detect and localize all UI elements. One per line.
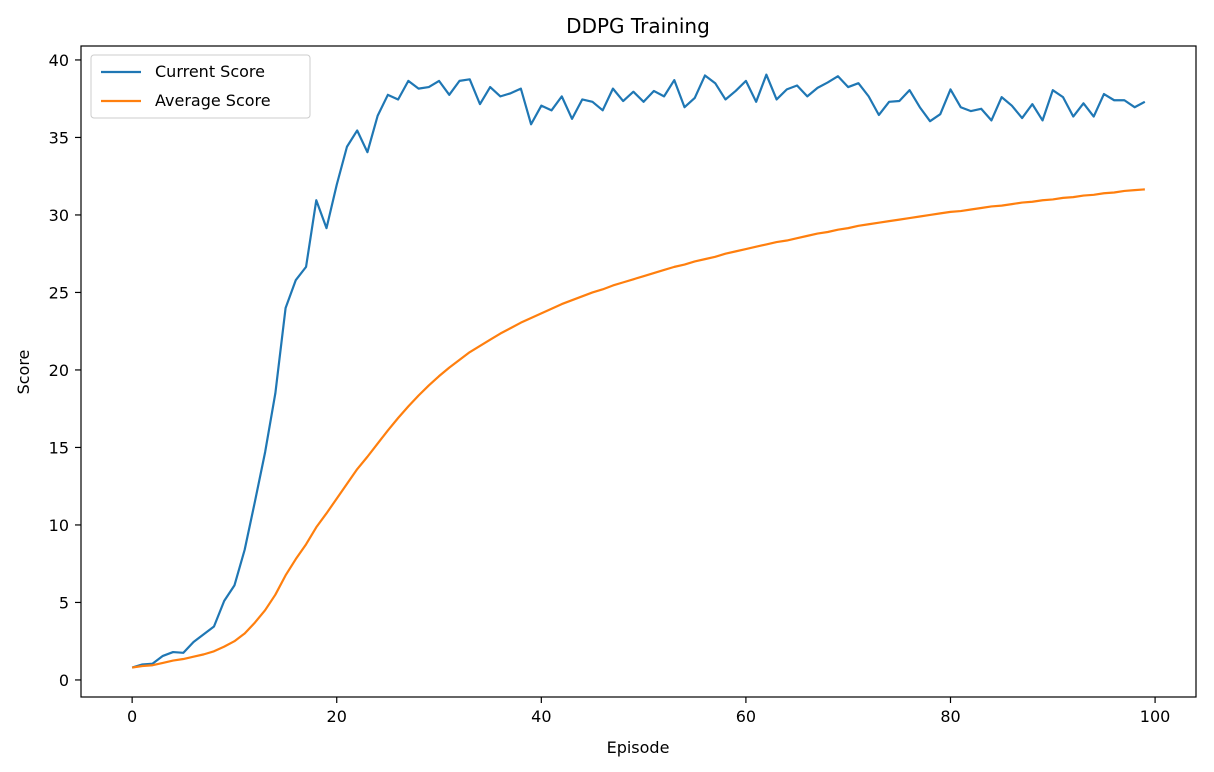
legend-label-average-score: Average Score [155, 91, 271, 110]
axes-layer: 0 20 40 60 80 100 0 5 10 15 20 25 30 35 40 [49, 51, 1171, 726]
y-tick-label: 20 [49, 361, 69, 380]
legend-label-current-score: Current Score [155, 62, 265, 81]
x-tick-label: 20 [327, 707, 347, 726]
x-tick-label: 0 [127, 707, 137, 726]
series-line-average-score [131, 188, 1145, 669]
y-tick-label: 0 [59, 671, 69, 690]
legend: Current Score Average Score [90, 54, 311, 119]
y-tick-label: 25 [49, 283, 69, 302]
y-tick-label: 15 [49, 438, 69, 457]
plot-frame [80, 45, 1197, 698]
y-tick-label: 10 [49, 516, 69, 535]
y-tick-label: 35 [49, 128, 69, 147]
y-tick-label: 40 [49, 51, 69, 70]
legend-box [90, 54, 311, 119]
series-layer [131, 73, 1146, 669]
x-tick-label: 100 [1140, 707, 1171, 726]
x-axis-label: Episode [607, 738, 670, 757]
y-axis-label: Score [14, 350, 33, 395]
y-tick-label: 5 [59, 593, 69, 612]
y-tick-label: 30 [49, 206, 69, 225]
x-tick-label: 40 [531, 707, 551, 726]
x-tick-label: 60 [736, 707, 756, 726]
series-line-current-score [131, 73, 1146, 669]
x-tick-label: 80 [940, 707, 960, 726]
chart-title: DDPG Training [566, 14, 710, 38]
